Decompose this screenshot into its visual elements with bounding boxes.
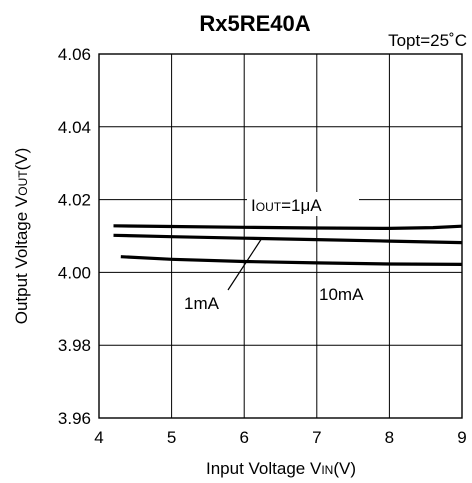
x-tick-label-3: 7 bbox=[312, 428, 321, 447]
curve-1ma bbox=[113, 233, 463, 245]
y-tick-label-1: 3.98 bbox=[58, 336, 91, 355]
y-axis-label: Output Voltage VOUT(V) bbox=[12, 148, 31, 325]
plot-frame bbox=[98, 53, 463, 419]
y-tick-label-2: 4.00 bbox=[58, 263, 91, 282]
curve-1ua bbox=[113, 224, 463, 231]
curve-10ma bbox=[120, 255, 463, 266]
x-tick-label-5: 9 bbox=[457, 428, 466, 447]
annotation-1ua-background bbox=[247, 192, 359, 216]
annotation-10ma: 10mA bbox=[319, 285, 364, 304]
annotation-1ma-leader bbox=[227, 237, 263, 291]
y-tick-label-4: 4.04 bbox=[58, 118, 91, 137]
condition-label: Topt=25˚C bbox=[388, 31, 467, 50]
y-tick-label-0: 3.96 bbox=[58, 409, 91, 428]
x-tick-label-4: 8 bbox=[385, 428, 394, 447]
x-tick-label-2: 6 bbox=[239, 428, 248, 447]
annotation-1ua: IOUT=1μA bbox=[251, 196, 322, 215]
curves bbox=[113, 224, 463, 266]
x-tick-label-1: 5 bbox=[167, 428, 176, 447]
x-tick-label-0: 4 bbox=[94, 428, 103, 447]
annotation-1ma: 1mA bbox=[184, 294, 220, 313]
x-axis-label: Input Voltage VIN(V) bbox=[206, 459, 356, 478]
y-tick-label-3: 4.02 bbox=[58, 191, 91, 210]
y-tick-label-5: 4.06 bbox=[58, 45, 91, 64]
tick-labels: 4 5 6 7 8 9 3.96 3.98 4.00 4.02 4.04 4.06 bbox=[58, 45, 467, 447]
chart-title: Rx5RE40A bbox=[199, 11, 310, 36]
